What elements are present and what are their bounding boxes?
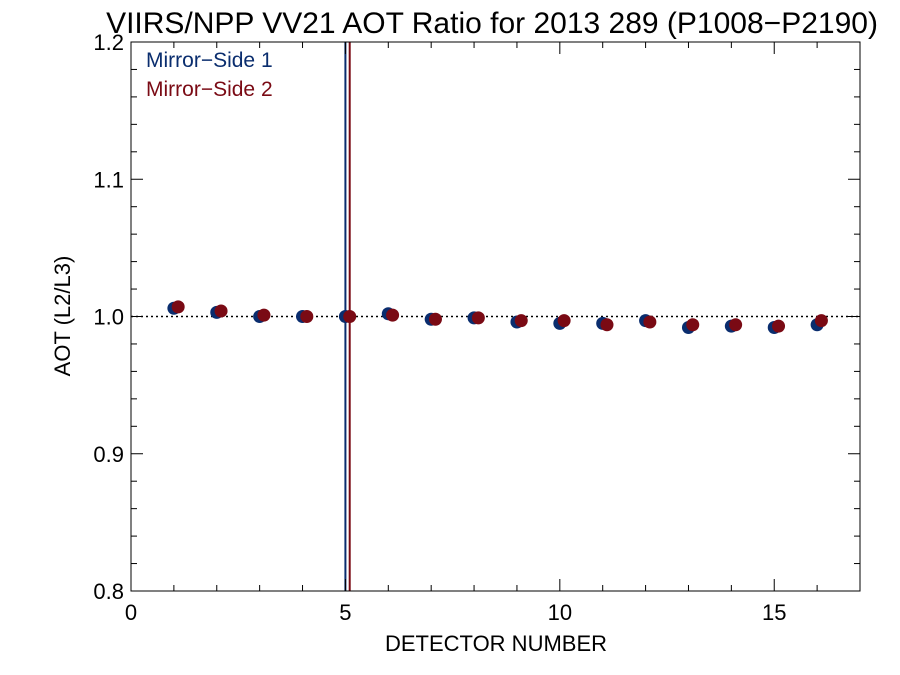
plot-frame	[130, 41, 861, 592]
plot-area: 0 5 10 15 0.8 0.9 1.0 1.1 1.2	[93, 30, 861, 625]
series-2-point	[686, 318, 700, 332]
series-2-point	[386, 308, 400, 322]
legend-series-2-label: Mirror−Side 2	[146, 78, 273, 101]
series-2-point	[471, 311, 485, 325]
x-tick-label: 5	[339, 600, 351, 625]
series-2-point	[600, 318, 614, 332]
series-2-point	[171, 300, 185, 314]
series-2-point	[643, 315, 657, 329]
y-tick-label: 1.0	[93, 305, 124, 330]
x-tick-label: 15	[762, 600, 786, 625]
series-2-point	[557, 314, 571, 328]
series-2-point	[772, 319, 786, 333]
series-2-point	[428, 312, 442, 326]
legend: Mirror−Side 1 Mirror−Side 2	[146, 49, 273, 101]
series-2-point	[729, 318, 743, 332]
series-2-point	[514, 314, 528, 328]
series-2-point	[300, 310, 314, 323]
x-axis-label: DETECTOR NUMBER	[385, 631, 607, 656]
y-tick-label: 0.8	[93, 579, 124, 604]
legend-series-1-label: Mirror−Side 1	[146, 49, 273, 72]
y-axis-label: AOT (L2/L3)	[50, 256, 75, 377]
series-2-point	[343, 310, 357, 323]
series-2-point	[257, 308, 271, 322]
y-tick-label: 0.9	[93, 442, 124, 467]
series-2-point	[214, 304, 228, 318]
series-2-point	[814, 314, 828, 328]
chart-title: VIIRS/NPP VV21 AOT Ratio for 2013 289 (P…	[106, 7, 878, 40]
y-tick-label: 1.2	[93, 30, 124, 55]
x-tick-label: 10	[548, 600, 572, 625]
x-tick-label: 0	[125, 600, 137, 625]
y-tick-label: 1.1	[93, 167, 124, 192]
